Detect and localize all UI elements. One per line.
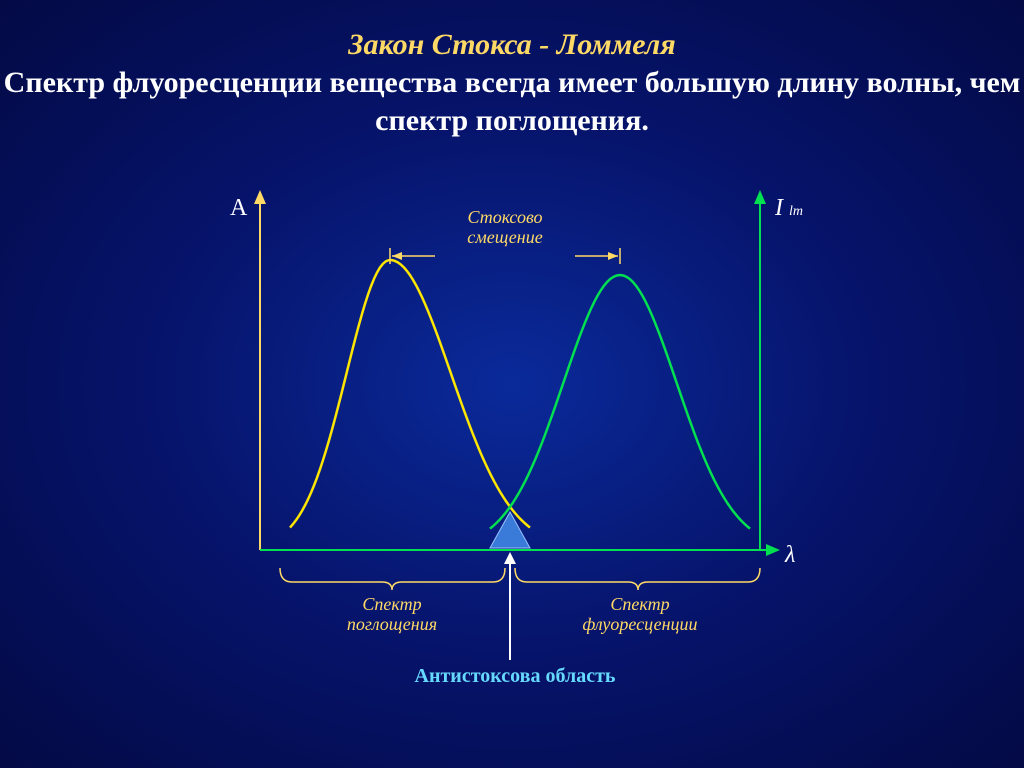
stokes-shift-marker <box>390 248 620 264</box>
axis-left-label: A <box>230 195 247 222</box>
braces <box>280 568 760 590</box>
overlap-region <box>490 512 530 548</box>
pointer-arrow <box>504 552 516 660</box>
stokes-shift-label: Стоксовосмещение <box>430 208 580 248</box>
fluorescence-label: Спектрфлуоресценции <box>582 594 697 634</box>
title-block: Закон Стокса - Ломмеля Спектр флуоресцен… <box>0 28 1024 139</box>
absorption-label: Спектрпоглощения <box>347 594 437 634</box>
stokes-shift-text: Стоксовосмещение <box>467 207 542 247</box>
chart-container: A I lm λ Стоксовосмещение Спектрпоглощен… <box>200 190 824 710</box>
axis-right-label: I lm <box>775 195 803 222</box>
chart-svg <box>200 190 824 710</box>
curves <box>290 260 750 529</box>
slide: Закон Стокса - Ломмеля Спектр флуоресцен… <box>0 0 1024 768</box>
brace-left-label: Спектрпоглощения <box>312 595 472 635</box>
title-line1: Закон Стокса - Ломмеля <box>0 28 1024 62</box>
brace-right-label: Спектрфлуоресценции <box>550 595 730 635</box>
axis-bottom-label: λ <box>785 542 795 569</box>
antistokes-label: Антистоксова область <box>385 665 645 688</box>
title-line2: Спектр флуоресценции вещества всегда име… <box>0 64 1024 139</box>
